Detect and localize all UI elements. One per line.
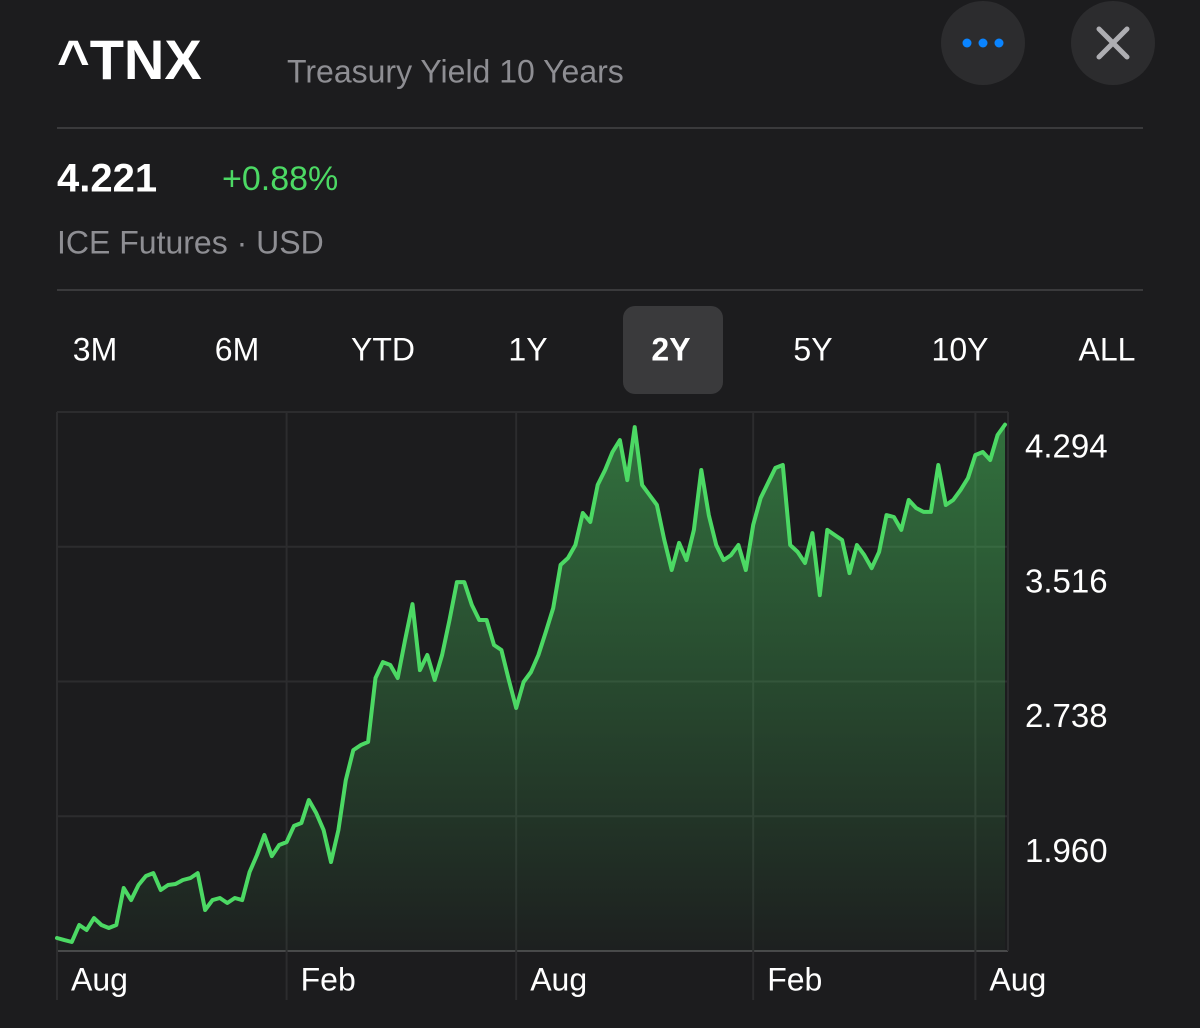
tab-label[interactable]: 1Y bbox=[508, 331, 547, 367]
price-line bbox=[55, 422, 1007, 944]
range-tab[interactable]: YTD bbox=[351, 331, 415, 367]
x-tick-label: Aug bbox=[71, 961, 128, 997]
close-icon bbox=[1096, 26, 1130, 60]
x-tick-label: Feb bbox=[767, 961, 822, 997]
range-tab[interactable]: 6M bbox=[215, 331, 259, 367]
x-tick-label: Aug bbox=[989, 961, 1046, 997]
y-tick-label: 3.516 bbox=[1025, 562, 1108, 599]
chart: 1.960 2.738 3.516 4.294 Aug Feb Aug Feb Aug bbox=[55, 411, 1108, 1000]
range-tab[interactable]: 3M bbox=[73, 331, 117, 367]
range-tabs: 3M 6M YTD 1Y 2Y 5Y 10Y ALL bbox=[73, 306, 1136, 394]
tab-label[interactable]: 2Y bbox=[651, 331, 690, 367]
tab-label[interactable]: 6M bbox=[215, 331, 259, 367]
dot bbox=[962, 38, 972, 48]
tab-label[interactable]: 10Y bbox=[932, 331, 989, 367]
y-tick-label: 4.294 bbox=[1025, 428, 1108, 465]
y-tick-label: 2.738 bbox=[1025, 697, 1108, 734]
dot bbox=[978, 38, 988, 48]
close-button[interactable] bbox=[1071, 1, 1155, 85]
tab-highlight bbox=[623, 306, 723, 394]
range-tab[interactable]: ALL bbox=[1079, 331, 1136, 367]
price: 4.221 bbox=[57, 157, 157, 201]
tab-label[interactable]: YTD bbox=[351, 331, 415, 367]
range-tab[interactable]: 5Y bbox=[793, 331, 832, 367]
x-tick-label: Aug bbox=[530, 961, 587, 997]
more-button[interactable] bbox=[941, 1, 1025, 85]
exchange: ICE Futures · USD bbox=[57, 224, 324, 260]
security-name: Treasury Yield 10 Years bbox=[287, 53, 624, 89]
area-fill bbox=[57, 424, 1005, 952]
symbol: ^TNX bbox=[57, 28, 202, 91]
dot bbox=[994, 38, 1004, 48]
tab-label[interactable]: 5Y bbox=[793, 331, 832, 367]
tab-label[interactable]: ALL bbox=[1079, 331, 1136, 367]
range-tab[interactable]: 2Y bbox=[623, 306, 723, 394]
range-tab[interactable]: 1Y bbox=[508, 331, 547, 367]
range-tab[interactable]: 10Y bbox=[932, 331, 989, 367]
tab-label[interactable]: 3M bbox=[73, 331, 117, 367]
change: +0.88% bbox=[222, 160, 338, 198]
x-tick-label: Feb bbox=[301, 961, 356, 997]
y-tick-label: 1.960 bbox=[1025, 832, 1108, 869]
